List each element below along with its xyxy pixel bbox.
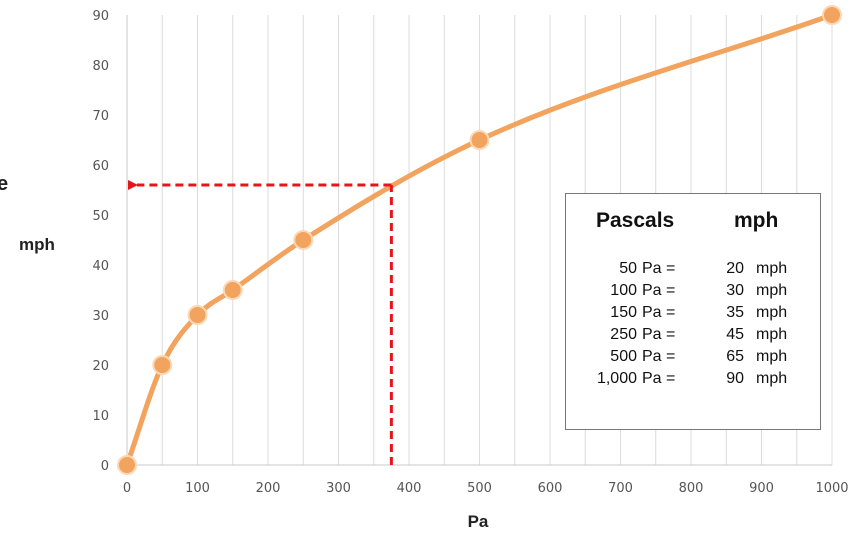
header-mph: mph [734,209,779,232]
data-point [469,130,490,150]
row-mph-unit: mph [756,370,788,387]
table-row: 1,000 Pa = 90 mph [566,370,820,392]
row-pa-unit: Pa = [642,260,676,277]
header-pascals: Pascals [596,209,675,232]
row-mph-unit: mph [756,348,788,365]
y-tick-label: 50 [92,209,109,224]
cropped-text-fragment: e [0,173,8,195]
x-tick-label: 1000 [815,481,848,496]
row-mph-value: 30 [726,282,744,299]
table-row: 250 Pa = 45 mph [566,326,820,348]
y-tick-label: 80 [92,59,109,74]
data-point [293,230,314,250]
row-mph-value: 65 [726,348,744,365]
row-pa-value: 100 [610,282,637,299]
x-tick-label: 0 [123,481,131,496]
x-tick-label: 200 [256,481,281,496]
row-pa-value: 250 [610,326,637,343]
y-tick-label: 70 [92,109,109,124]
data-point [222,280,243,300]
row-pa-unit: Pa = [642,282,676,299]
data-point [152,355,173,375]
data-point [822,5,842,25]
row-mph-value: 35 [726,304,744,321]
x-tick-label: 300 [326,481,351,496]
conversion-table: Pascals mph 50 Pa = 20 mph 100 Pa = 30 m… [565,193,821,430]
row-pa-value: 500 [610,348,637,365]
y-tick-label: 90 [92,9,109,24]
data-point [187,305,208,325]
x-axis-title: Pa [468,512,489,531]
row-pa-value: 150 [610,304,637,321]
y-tick-label: 40 [92,259,109,274]
row-pa-unit: Pa = [642,304,676,321]
y-tick-label: 30 [92,309,109,324]
x-tick-label: 500 [467,481,492,496]
row-mph-value: 90 [726,370,744,387]
table-row: 150 Pa = 35 mph [566,304,820,326]
y-axis-title: mph [19,235,55,254]
row-pa-unit: Pa = [642,326,676,343]
table-row: 500 Pa = 65 mph [566,348,820,370]
row-mph-unit: mph [756,304,788,321]
row-mph-unit: mph [756,282,788,299]
x-tick-label: 100 [185,481,210,496]
x-tick-label: 600 [538,481,563,496]
x-tick-label: 900 [749,481,774,496]
row-mph-value: 20 [726,260,744,277]
y-tick-label: 10 [92,409,109,424]
row-mph-value: 45 [726,326,744,343]
data-point [117,455,137,475]
row-mph-unit: mph [756,260,788,277]
x-tick-label: 400 [397,481,422,496]
table-row: 50 Pa = 20 mph [566,260,820,282]
row-pa-value: 50 [619,260,637,277]
conversion-table-rows: 50 Pa = 20 mph 100 Pa = 30 mph 150 Pa = … [566,260,820,392]
row-mph-unit: mph [756,326,788,343]
row-pa-unit: Pa = [642,348,676,365]
row-pa-unit: Pa = [642,370,676,387]
y-tick-label: 0 [101,459,109,474]
y-tick-label: 60 [92,159,109,174]
table-row: 100 Pa = 30 mph [566,282,820,304]
y-tick-label: 20 [92,359,109,374]
row-pa-value: 1,000 [596,370,637,387]
x-tick-label: 700 [608,481,633,496]
x-tick-label: 800 [679,481,704,496]
